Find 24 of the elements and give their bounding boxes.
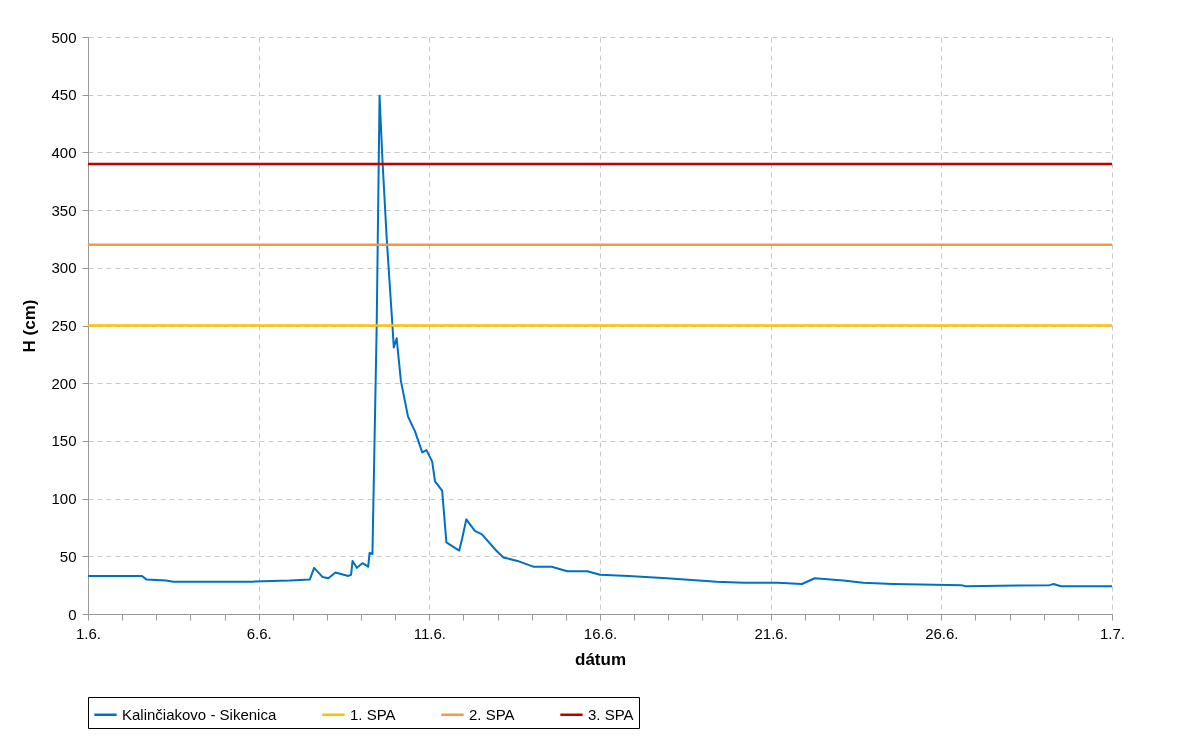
y-tick-label: 100	[51, 490, 77, 508]
y-tick-label: 200	[51, 374, 77, 392]
y-tick-label: 50	[59, 547, 77, 565]
legend-label: 2. SPA	[469, 705, 515, 723]
y-tick-label: 150	[51, 432, 77, 450]
legend-label: Kalinčiakovo - Sikenica	[122, 705, 277, 723]
x-tick-label: 16.6.	[583, 624, 618, 642]
y-tick-label: 450	[51, 86, 77, 104]
x-tick-label: 1.6.	[75, 624, 102, 642]
legend-label: 3. SPA	[588, 705, 634, 723]
y-tick-label: 0	[68, 605, 77, 623]
x-axis-title: dátum	[575, 649, 626, 669]
y-tick-label: 300	[51, 259, 77, 277]
y-tick-label: 500	[51, 28, 77, 46]
x-tick-label: 26.6.	[925, 624, 959, 642]
x-tick-label: 1.7.	[1099, 624, 1126, 642]
y-axis-title: H (cm)	[20, 299, 40, 353]
x-tick-label: 11.6.	[413, 624, 446, 642]
x-tick-label: 21.6.	[754, 624, 788, 642]
y-tick-label: 250	[51, 317, 77, 334]
y-tick-label: 350	[51, 201, 77, 219]
y-tick-label: 400	[51, 143, 77, 161]
legend-label: 1. SPA	[350, 705, 396, 723]
x-tick-label: 6.6.	[246, 624, 272, 642]
